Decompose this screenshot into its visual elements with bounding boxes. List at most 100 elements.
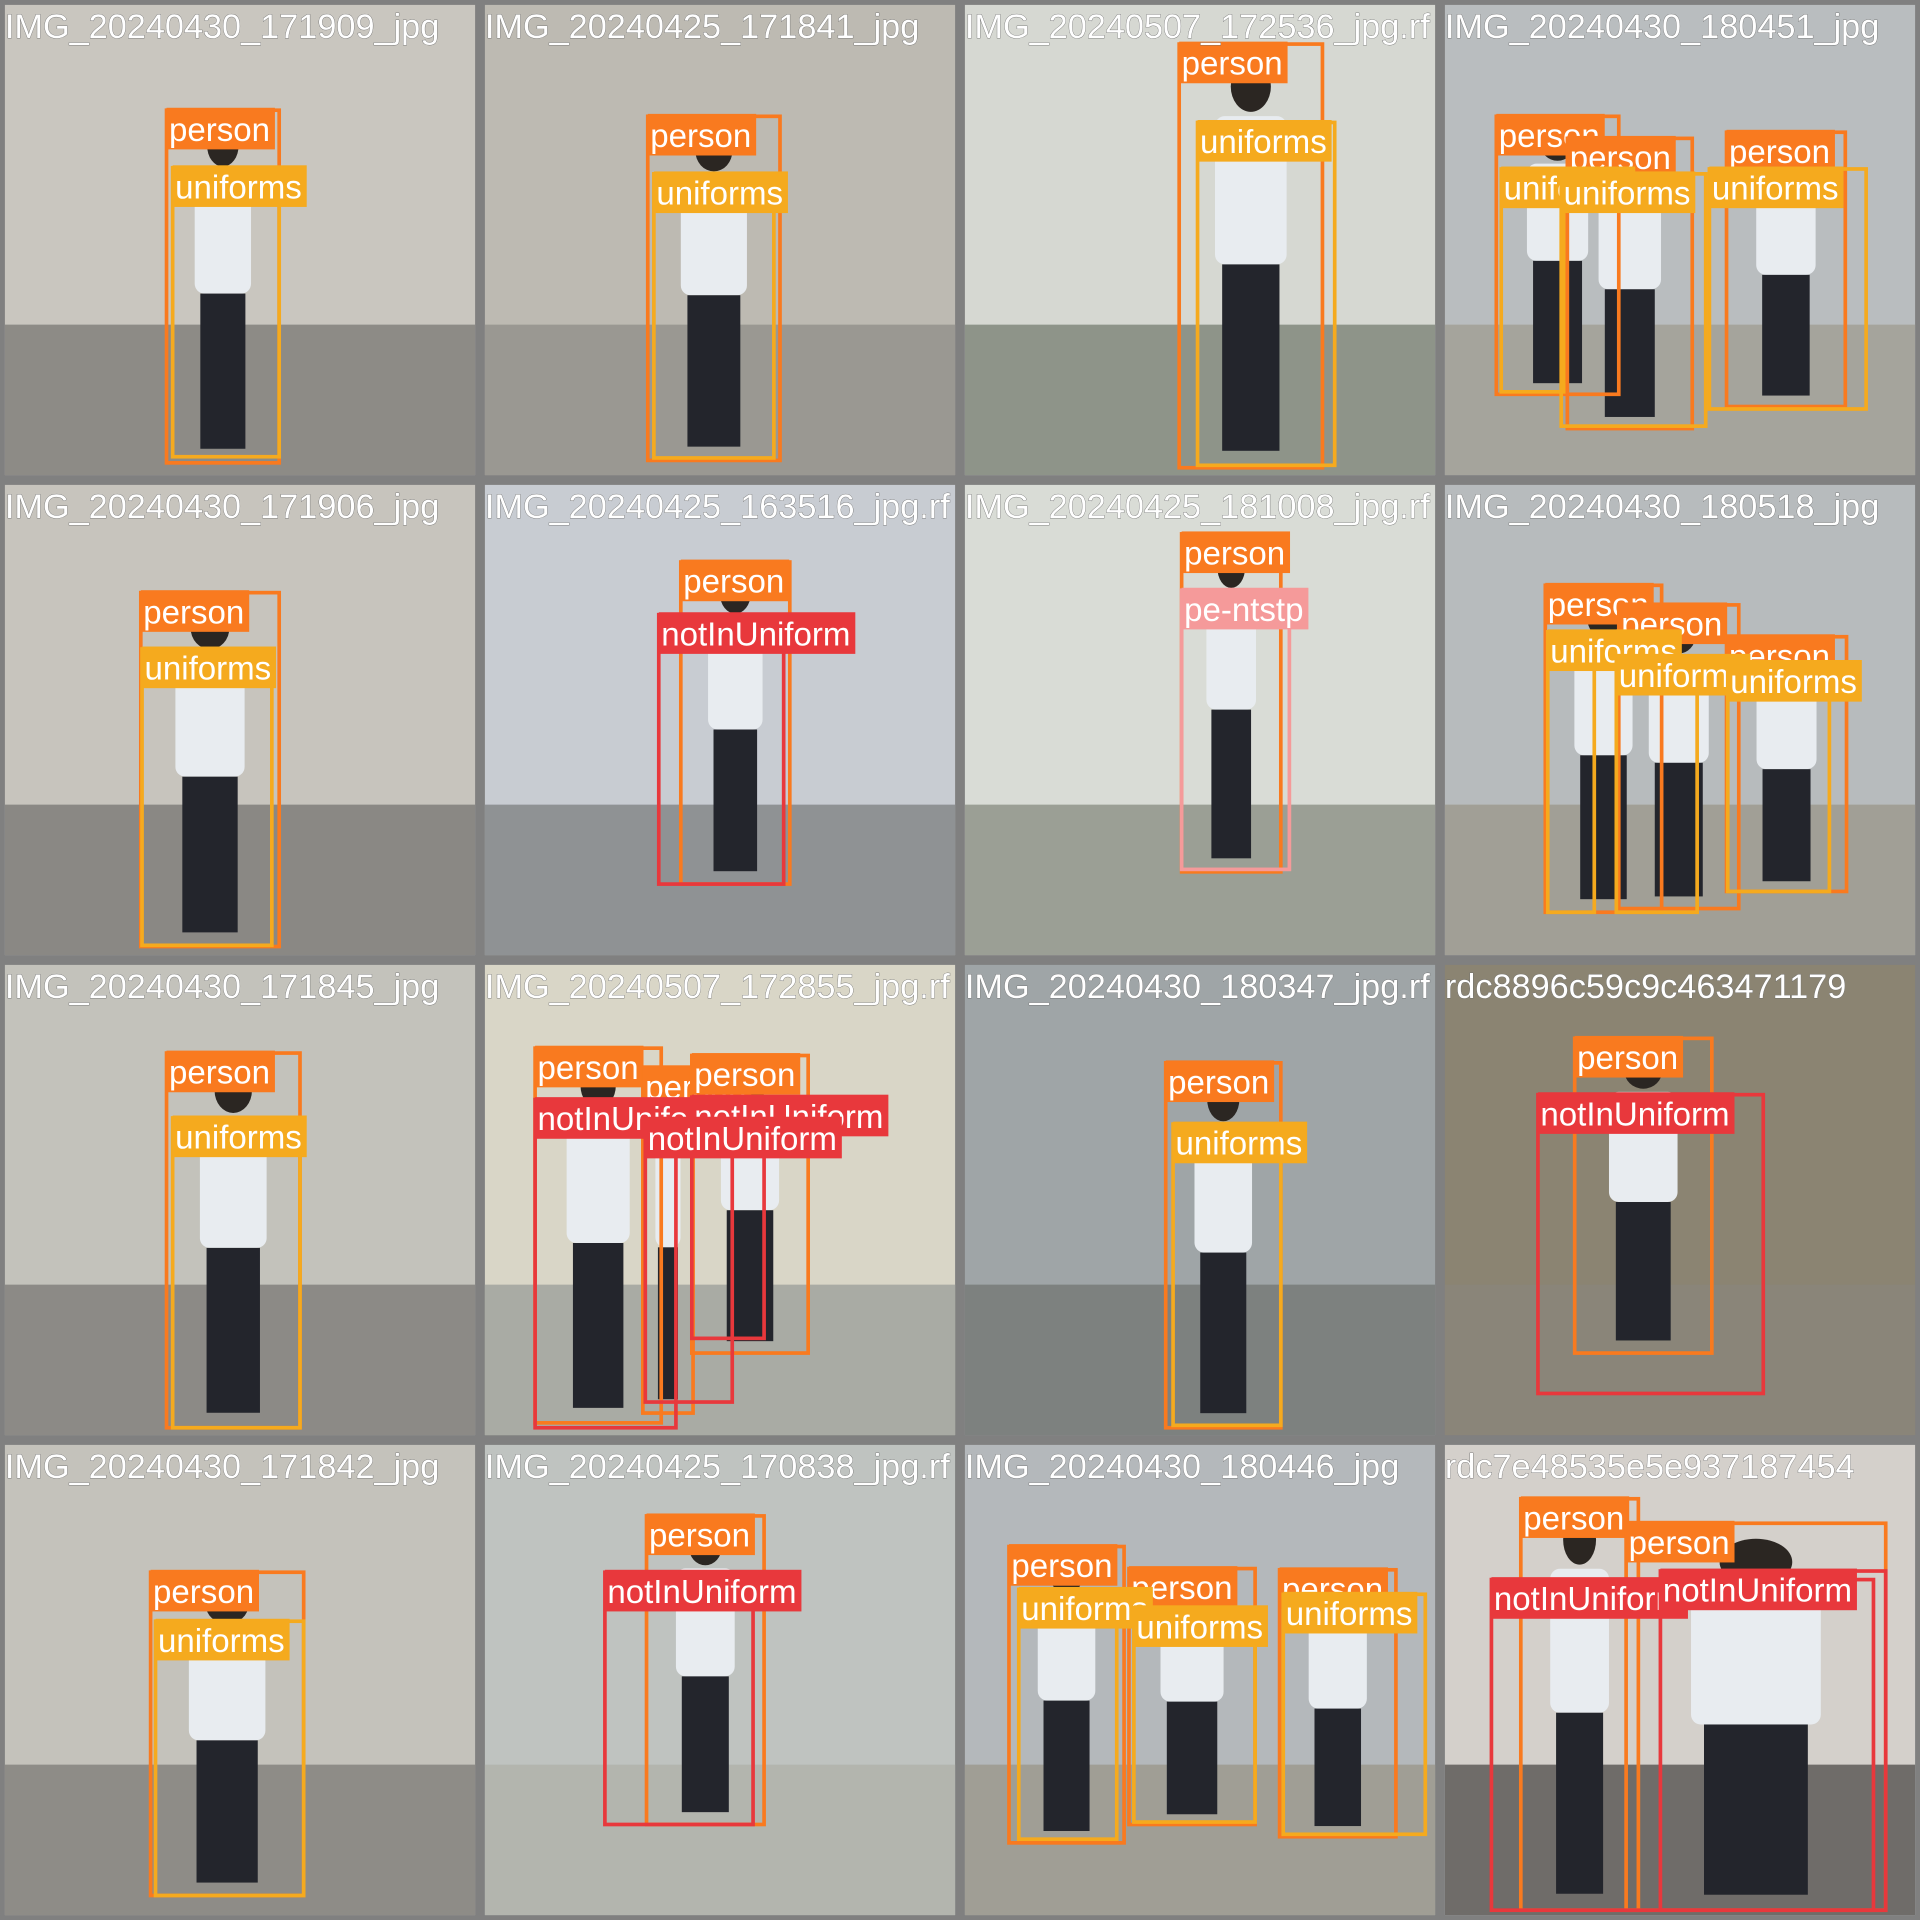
person-legs bbox=[1556, 1712, 1604, 1894]
label-background bbox=[1283, 1591, 1418, 1634]
tile-filename: IMG_20240430_171909_jpg bbox=[5, 8, 439, 46]
person-legs bbox=[1314, 1708, 1362, 1827]
detection-label: person bbox=[143, 594, 244, 631]
detection: pe-ntstp bbox=[1179, 587, 1309, 872]
detection-label: person bbox=[1011, 1548, 1112, 1585]
detection: notInUniform bbox=[1489, 1577, 1876, 1913]
label-background bbox=[645, 1116, 842, 1159]
detection-label: person bbox=[1523, 1500, 1624, 1537]
detection: uniforms bbox=[140, 646, 277, 948]
person-legs bbox=[206, 1247, 260, 1413]
label-background bbox=[155, 1618, 290, 1661]
label-background bbox=[166, 107, 275, 150]
label-background bbox=[1179, 41, 1288, 84]
label-background bbox=[1626, 1520, 1735, 1563]
detection-label: person bbox=[153, 1574, 254, 1611]
label-background bbox=[1133, 1605, 1268, 1647]
detection: uniforms bbox=[1132, 1605, 1268, 1824]
detection-label: uniforms bbox=[1200, 124, 1327, 161]
tile-filename: IMG_20240430_171845_jpg bbox=[5, 968, 439, 1006]
person-legs bbox=[200, 293, 246, 449]
tile-filename: IMG_20240425_163516_jpg.rf bbox=[485, 488, 950, 526]
detection-label: person bbox=[1577, 1040, 1678, 1077]
photo-tile bbox=[1444, 1444, 1916, 1916]
detection-label: person bbox=[650, 118, 751, 155]
person-legs bbox=[1533, 260, 1583, 384]
tile-filename: IMG_20240507_172536_jpg.rf bbox=[965, 8, 1430, 46]
label-background bbox=[1173, 1121, 1308, 1164]
detection-label: uniforms bbox=[1176, 1126, 1303, 1163]
label-background bbox=[647, 113, 757, 156]
person-legs bbox=[1166, 1701, 1218, 1815]
person-legs bbox=[1211, 709, 1252, 859]
label-background bbox=[166, 1050, 275, 1093]
detection-label: notInUniform bbox=[1663, 1573, 1852, 1610]
person-torso bbox=[1598, 187, 1662, 290]
label-background bbox=[646, 1513, 755, 1556]
photo-tile bbox=[964, 484, 1436, 956]
detection-label: person bbox=[1629, 1525, 1730, 1562]
photo-floor bbox=[964, 1284, 1436, 1436]
detection: person bbox=[1177, 41, 1325, 470]
person-legs bbox=[1704, 1724, 1808, 1895]
detection: notInUniform bbox=[656, 612, 856, 886]
detection: person bbox=[1572, 1035, 1714, 1355]
detection: uniforms bbox=[1195, 120, 1337, 468]
detection: notInUniform bbox=[603, 1569, 802, 1827]
photo-floor bbox=[964, 804, 1436, 956]
detection-label: person bbox=[1168, 1064, 1269, 1101]
tile-filename: IMG_20240430_180446_jpg bbox=[965, 1448, 1399, 1486]
label-background bbox=[1574, 1035, 1684, 1078]
detection: person bbox=[1518, 1496, 1641, 1913]
detection-label: notInUniform bbox=[661, 616, 850, 653]
filenames: IMG_20240430_171909_jpg IMG_20240425_1718… bbox=[5, 8, 1880, 1487]
person-torso bbox=[1691, 1589, 1821, 1725]
person-legs bbox=[182, 776, 238, 933]
detection-label: person bbox=[649, 1518, 750, 1555]
person-legs bbox=[196, 1740, 258, 1883]
detection-label: uniforms bbox=[1021, 1591, 1148, 1628]
photo-tile bbox=[484, 964, 956, 1436]
label-background bbox=[1537, 1092, 1735, 1134]
tile-filename: rdc7e48535e5e937187454 bbox=[1445, 1448, 1855, 1486]
photo-floor bbox=[484, 1284, 956, 1436]
detection: person bbox=[1007, 1544, 1126, 1845]
detection-label: uniforms bbox=[1712, 171, 1839, 208]
photo-tile bbox=[1444, 484, 1916, 956]
detection: person bbox=[678, 559, 792, 886]
photo-tile bbox=[4, 4, 476, 476]
tile-filename: IMG_20240507_172855_jpg.rf bbox=[485, 968, 950, 1006]
label-background bbox=[150, 1569, 260, 1612]
label-background bbox=[680, 559, 790, 602]
photo-floor bbox=[1444, 1764, 1916, 1916]
person-legs bbox=[681, 1676, 729, 1813]
detection-label: notInUniform bbox=[607, 1574, 796, 1611]
photos bbox=[4, 4, 1916, 1916]
photo-tile bbox=[4, 1444, 476, 1916]
detection: uniforms bbox=[170, 165, 307, 459]
tile-filename: IMG_20240430_171906_jpg bbox=[5, 488, 439, 526]
detection-label: pe-ntstp bbox=[1184, 592, 1303, 629]
detection: uniforms bbox=[1281, 1591, 1428, 1837]
tile-filename: IMG_20240425_181008_jpg.rf bbox=[965, 488, 1430, 526]
photo-tile bbox=[484, 4, 956, 476]
person-legs bbox=[1615, 1202, 1671, 1341]
detection: person bbox=[1565, 135, 1695, 431]
label-background bbox=[658, 612, 856, 654]
label-background bbox=[1197, 120, 1332, 162]
detection: person bbox=[1163, 1060, 1283, 1430]
photo-floor bbox=[1444, 324, 1916, 476]
detection: uniforms bbox=[1016, 1586, 1153, 1842]
photo-tile bbox=[964, 964, 1436, 1436]
detection-label: person bbox=[1182, 46, 1283, 83]
label-background bbox=[691, 1053, 801, 1095]
tile-filename: IMG_20240430_180451_jpg bbox=[1445, 8, 1879, 46]
detection: notInUniform bbox=[1658, 1568, 1888, 1913]
detection: uniforms bbox=[1725, 660, 1862, 894]
label-background bbox=[1726, 129, 1835, 172]
detection: uniforms bbox=[1171, 1121, 1308, 1428]
detection-label: person bbox=[1729, 134, 1830, 171]
label-background bbox=[142, 646, 277, 689]
person-legs bbox=[1043, 1700, 1090, 1832]
